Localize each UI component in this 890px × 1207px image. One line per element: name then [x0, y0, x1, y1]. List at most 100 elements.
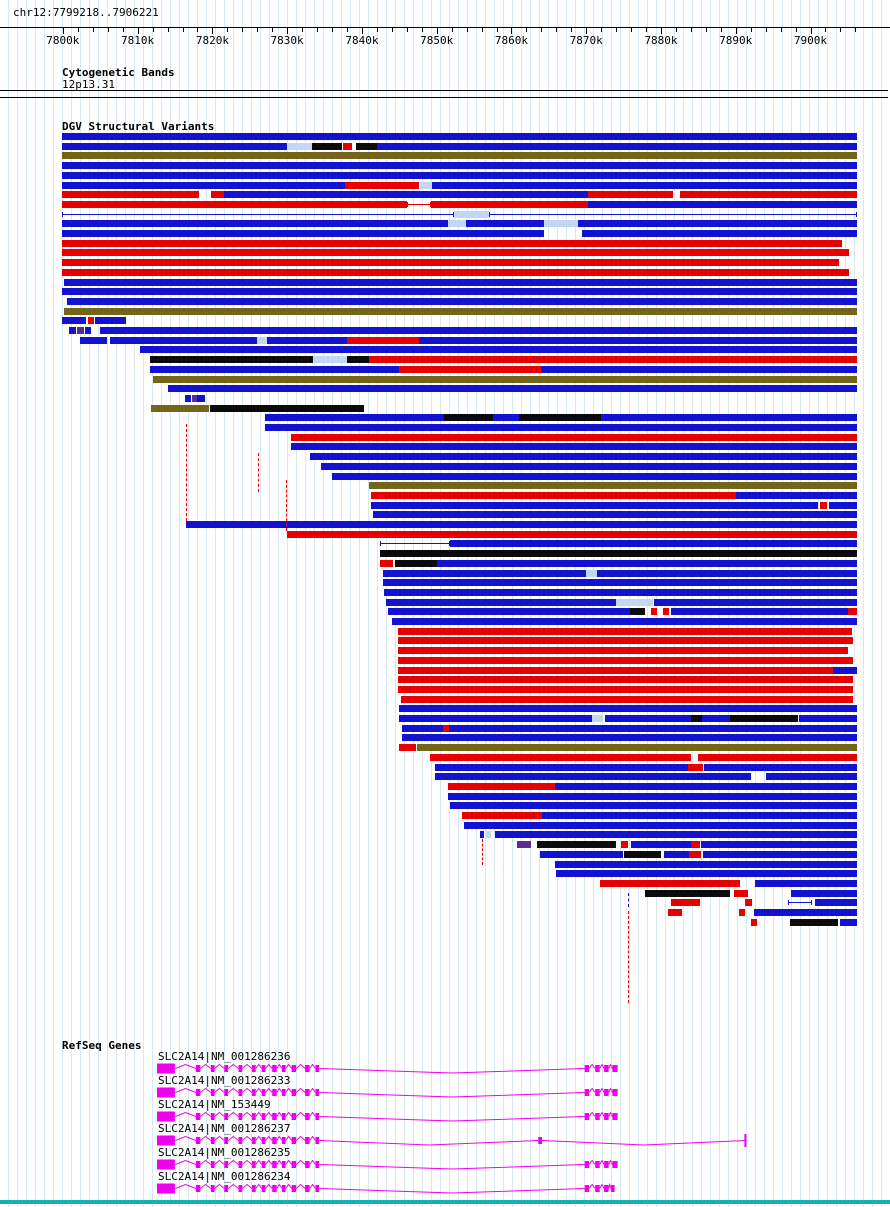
variant-bar[interactable]	[463, 821, 857, 829]
variant-bar[interactable]	[815, 899, 857, 907]
variant-bar[interactable]	[653, 598, 857, 606]
variant-bar[interactable]	[382, 569, 587, 577]
variant-bar[interactable]	[447, 782, 555, 790]
variant-bar[interactable]	[62, 181, 345, 189]
variant-line[interactable]	[788, 899, 812, 906]
variant-bar[interactable]	[397, 637, 854, 645]
variant-bar[interactable]	[397, 666, 833, 674]
variant-bar[interactable]	[517, 841, 531, 849]
variant-bar[interactable]	[347, 336, 419, 344]
variant-bar[interactable]	[486, 831, 491, 839]
variant-bar[interactable]	[402, 724, 443, 732]
variant-bar[interactable]	[556, 870, 857, 878]
variant-bar[interactable]	[62, 162, 857, 170]
variant-bar[interactable]	[186, 521, 857, 528]
variant-bar[interactable]	[448, 724, 857, 732]
variant-bar[interactable]	[311, 142, 343, 150]
gene-model[interactable]	[0, 1062, 890, 1075]
variant-bar[interactable]	[332, 472, 857, 480]
variant-bar[interactable]	[62, 268, 850, 276]
variant-bar[interactable]	[287, 530, 857, 538]
variant-bar[interactable]	[80, 336, 107, 344]
variant-bar[interactable]	[819, 501, 827, 509]
variant-bar[interactable]	[791, 889, 857, 897]
variant-bar[interactable]	[370, 491, 736, 499]
variant-bar[interactable]	[604, 715, 691, 722]
variant-bar[interactable]	[109, 336, 258, 344]
variant-bar[interactable]	[536, 841, 617, 849]
variant-bar[interactable]	[379, 559, 394, 567]
variant-bar[interactable]	[518, 414, 602, 422]
variant-bar[interactable]	[419, 181, 433, 189]
variant-bar[interactable]	[662, 608, 669, 616]
gene-model[interactable]	[0, 1158, 890, 1171]
variant-bar[interactable]	[62, 191, 199, 199]
gene-model[interactable]	[0, 1086, 890, 1099]
gene-label[interactable]: SLC2A14|NM_001286234	[158, 1170, 291, 1183]
variant-bar[interactable]	[62, 288, 857, 296]
variant-bar[interactable]	[442, 724, 449, 732]
variant-bar[interactable]	[671, 899, 700, 907]
variant-bar[interactable]	[432, 181, 857, 189]
variant-line[interactable]	[406, 201, 432, 208]
variant-bar[interactable]	[391, 618, 857, 625]
variant-bar[interactable]	[698, 753, 857, 761]
variant-bar[interactable]	[84, 327, 92, 334]
variant-bar[interactable]	[750, 918, 757, 926]
gene-label[interactable]: SLC2A14|NM_001286236	[158, 1050, 291, 1063]
variant-bar[interactable]	[644, 889, 730, 897]
variant-bar[interactable]	[257, 336, 267, 344]
variant-line[interactable]	[62, 211, 454, 218]
variant-bar[interactable]	[397, 627, 852, 635]
variant-bar[interactable]	[149, 365, 400, 373]
variant-bar[interactable]	[687, 763, 703, 771]
variant-bar[interactable]	[753, 909, 857, 916]
variant-bar[interactable]	[62, 133, 857, 140]
variant-bar[interactable]	[495, 831, 857, 839]
variant-bar[interactable]	[399, 744, 416, 752]
variant-bar[interactable]	[369, 356, 857, 364]
variant-bar[interactable]	[631, 841, 691, 849]
variant-bar[interactable]	[397, 656, 854, 664]
variant-bar[interactable]	[650, 608, 657, 616]
variant-bar[interactable]	[264, 424, 857, 431]
variant-bar[interactable]	[840, 918, 857, 926]
gene-model[interactable]	[0, 1110, 890, 1123]
gene-model[interactable]	[0, 1134, 890, 1147]
variant-bar[interactable]	[680, 191, 857, 199]
variant-bar[interactable]	[62, 171, 857, 179]
variant-bar[interactable]	[847, 608, 857, 616]
variant-bar[interactable]	[400, 695, 854, 703]
variant-bar[interactable]	[62, 152, 857, 160]
variant-bar[interactable]	[370, 501, 818, 509]
variant-bar[interactable]	[87, 317, 94, 325]
variant-bar[interactable]	[417, 744, 857, 752]
variant-bar[interactable]	[601, 414, 857, 422]
variant-bar[interactable]	[829, 501, 857, 509]
variant-bar[interactable]	[342, 142, 352, 150]
variant-bar[interactable]	[671, 608, 848, 616]
variant-bar[interactable]	[379, 550, 857, 558]
variant-bar[interactable]	[397, 647, 848, 655]
variant-bar[interactable]	[664, 850, 690, 858]
variant-bar[interactable]	[62, 230, 545, 237]
variant-bar[interactable]	[394, 559, 437, 567]
variant-bar[interactable]	[623, 850, 661, 858]
variant-bar[interactable]	[67, 297, 857, 305]
variant-bar[interactable]	[139, 346, 857, 354]
variant-bar[interactable]	[701, 841, 857, 849]
variant-bar[interactable]	[418, 336, 857, 344]
variant-bar[interactable]	[320, 462, 857, 470]
variant-bar[interactable]	[62, 317, 86, 325]
variant-bar[interactable]	[429, 753, 691, 761]
variant-bar[interactable]	[578, 220, 857, 228]
variant-bar[interactable]	[62, 259, 839, 267]
variant-bar[interactable]	[444, 414, 493, 422]
variant-bar[interactable]	[431, 200, 588, 208]
variant-bar[interactable]	[738, 909, 746, 916]
variant-bar[interactable]	[151, 404, 210, 412]
variant-bar[interactable]	[453, 210, 489, 218]
variant-bar[interactable]	[599, 879, 741, 887]
variant-bar[interactable]	[790, 918, 839, 926]
variant-bar[interactable]	[397, 676, 854, 684]
